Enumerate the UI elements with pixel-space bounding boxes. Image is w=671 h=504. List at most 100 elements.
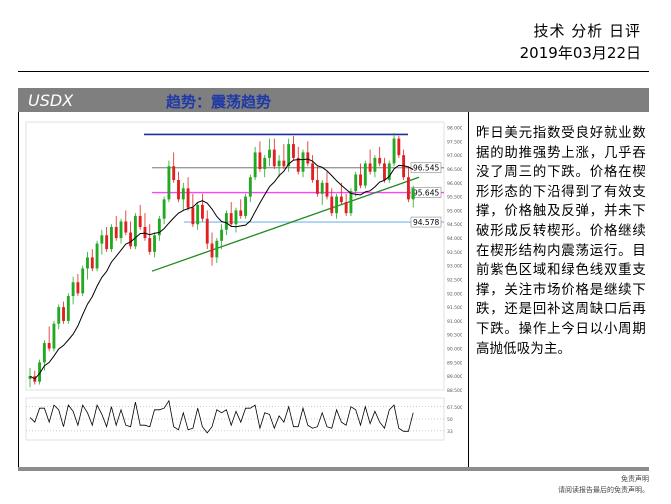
- support-trendline: [151, 176, 420, 272]
- candle-body: [383, 163, 386, 181]
- candle-body: [311, 163, 315, 181]
- section-banner: USDX 趋势：震荡趋势: [18, 88, 649, 112]
- candle-body: [114, 226, 118, 239]
- y-tick-label: 91.500: [447, 305, 462, 311]
- header-divider: [18, 71, 649, 72]
- candle-body: [138, 215, 142, 227]
- candle-body: [244, 196, 247, 216]
- candle-body: [306, 152, 310, 164]
- candle-body: [224, 213, 228, 230]
- candle-body: [349, 191, 353, 214]
- candle-body: [148, 238, 152, 252]
- y-tick-label: 89.500: [447, 360, 462, 366]
- column-divider: [468, 112, 469, 467]
- candle-body: [119, 221, 123, 239]
- level-label-box: [410, 187, 442, 198]
- y-tick-label: 88.500: [447, 388, 462, 394]
- candle-body: [229, 213, 233, 225]
- candle-body: [263, 157, 267, 169]
- disclaimer-note: 请阅读报告最后的免责声明。: [558, 486, 649, 494]
- y-tick-label: 89.000: [447, 374, 462, 380]
- candle-body: [86, 257, 89, 269]
- candle-body: [201, 204, 204, 219]
- candle-body: [157, 218, 161, 236]
- candle-body: [282, 160, 286, 167]
- candle-body: [42, 343, 46, 363]
- candle-body: [234, 210, 238, 225]
- level-label: 96.545: [413, 164, 439, 173]
- candle-body: [133, 215, 137, 247]
- candle-body: [129, 232, 133, 247]
- candle-body: [253, 152, 257, 178]
- candle-body: [335, 196, 339, 214]
- candle-body: [191, 207, 195, 225]
- candle-body: [397, 138, 401, 156]
- trend-label: 趋势：震荡趋势: [166, 93, 272, 111]
- y-tick-label: 91.000: [447, 319, 462, 325]
- disclaimer: 免责声明 请阅读报告最后的免责声明。: [529, 474, 649, 496]
- candle-body: [330, 196, 334, 214]
- oscillator-border: [25, 397, 445, 441]
- oscillator-tick-label: 50: [447, 417, 453, 423]
- candle-body: [186, 188, 190, 208]
- candle-body: [296, 157, 300, 172]
- y-tick-label: 93.500: [447, 250, 462, 256]
- candle-body: [315, 180, 319, 194]
- candle-body: [162, 199, 166, 219]
- y-tick-label: 90.500: [447, 333, 462, 339]
- candle-body: [143, 226, 147, 239]
- y-tick-label: 96.000: [447, 181, 462, 187]
- candle-body: [373, 157, 377, 172]
- candle-body: [325, 182, 329, 197]
- candle-body: [215, 240, 219, 258]
- candle-body: [354, 174, 358, 192]
- left-border: [18, 112, 19, 467]
- candle-body: [258, 152, 262, 169]
- moving-average-line: [29, 158, 414, 380]
- candle-body: [95, 243, 99, 269]
- candle-body: [277, 160, 281, 167]
- candle-body: [368, 163, 372, 172]
- candle-body: [105, 235, 109, 250]
- y-tick-label: 96.500: [447, 167, 462, 173]
- candle-body: [339, 196, 343, 203]
- candle-body: [90, 257, 94, 269]
- candle-body: [52, 323, 56, 349]
- candle-body: [301, 152, 305, 172]
- candle-body: [81, 268, 85, 294]
- oscillator-tick-label: 33: [447, 429, 453, 435]
- y-tick-label: 95.500: [447, 195, 462, 201]
- candle-body: [320, 182, 324, 194]
- chart-plot-border: [25, 121, 445, 391]
- y-tick-label: 97.000: [447, 153, 462, 159]
- y-tick-label: 94.500: [447, 222, 462, 228]
- candle-body: [38, 362, 42, 382]
- candle-body: [363, 163, 367, 186]
- y-tick-label: 94.000: [447, 236, 462, 242]
- candle-body: [411, 188, 415, 200]
- y-tick-label: 92.500: [447, 277, 462, 283]
- level-label: 94.578: [413, 218, 439, 227]
- candle-body: [196, 204, 200, 225]
- candle-body: [167, 166, 171, 200]
- candle-body: [62, 307, 65, 321]
- level-label-box: [410, 216, 442, 228]
- candle-body: [406, 177, 410, 200]
- disclaimer-title: 免责声明: [621, 475, 649, 483]
- candle-body: [378, 157, 382, 164]
- y-tick-label: 93.000: [447, 264, 462, 270]
- candle-body: [272, 149, 276, 167]
- candle-body: [28, 376, 32, 379]
- candle-body: [220, 229, 224, 241]
- candle-body: [57, 307, 61, 324]
- candle-body: [100, 235, 104, 244]
- candle-body: [124, 221, 128, 233]
- y-tick-label: 95.000: [447, 208, 462, 214]
- candle-body: [177, 180, 180, 200]
- report-date: 2019年03月22日: [519, 44, 641, 62]
- candle-body: [47, 343, 51, 349]
- candle-body: [210, 243, 214, 258]
- candle-body: [239, 210, 243, 216]
- candle-body: [292, 144, 295, 158]
- candle-body: [205, 218, 209, 244]
